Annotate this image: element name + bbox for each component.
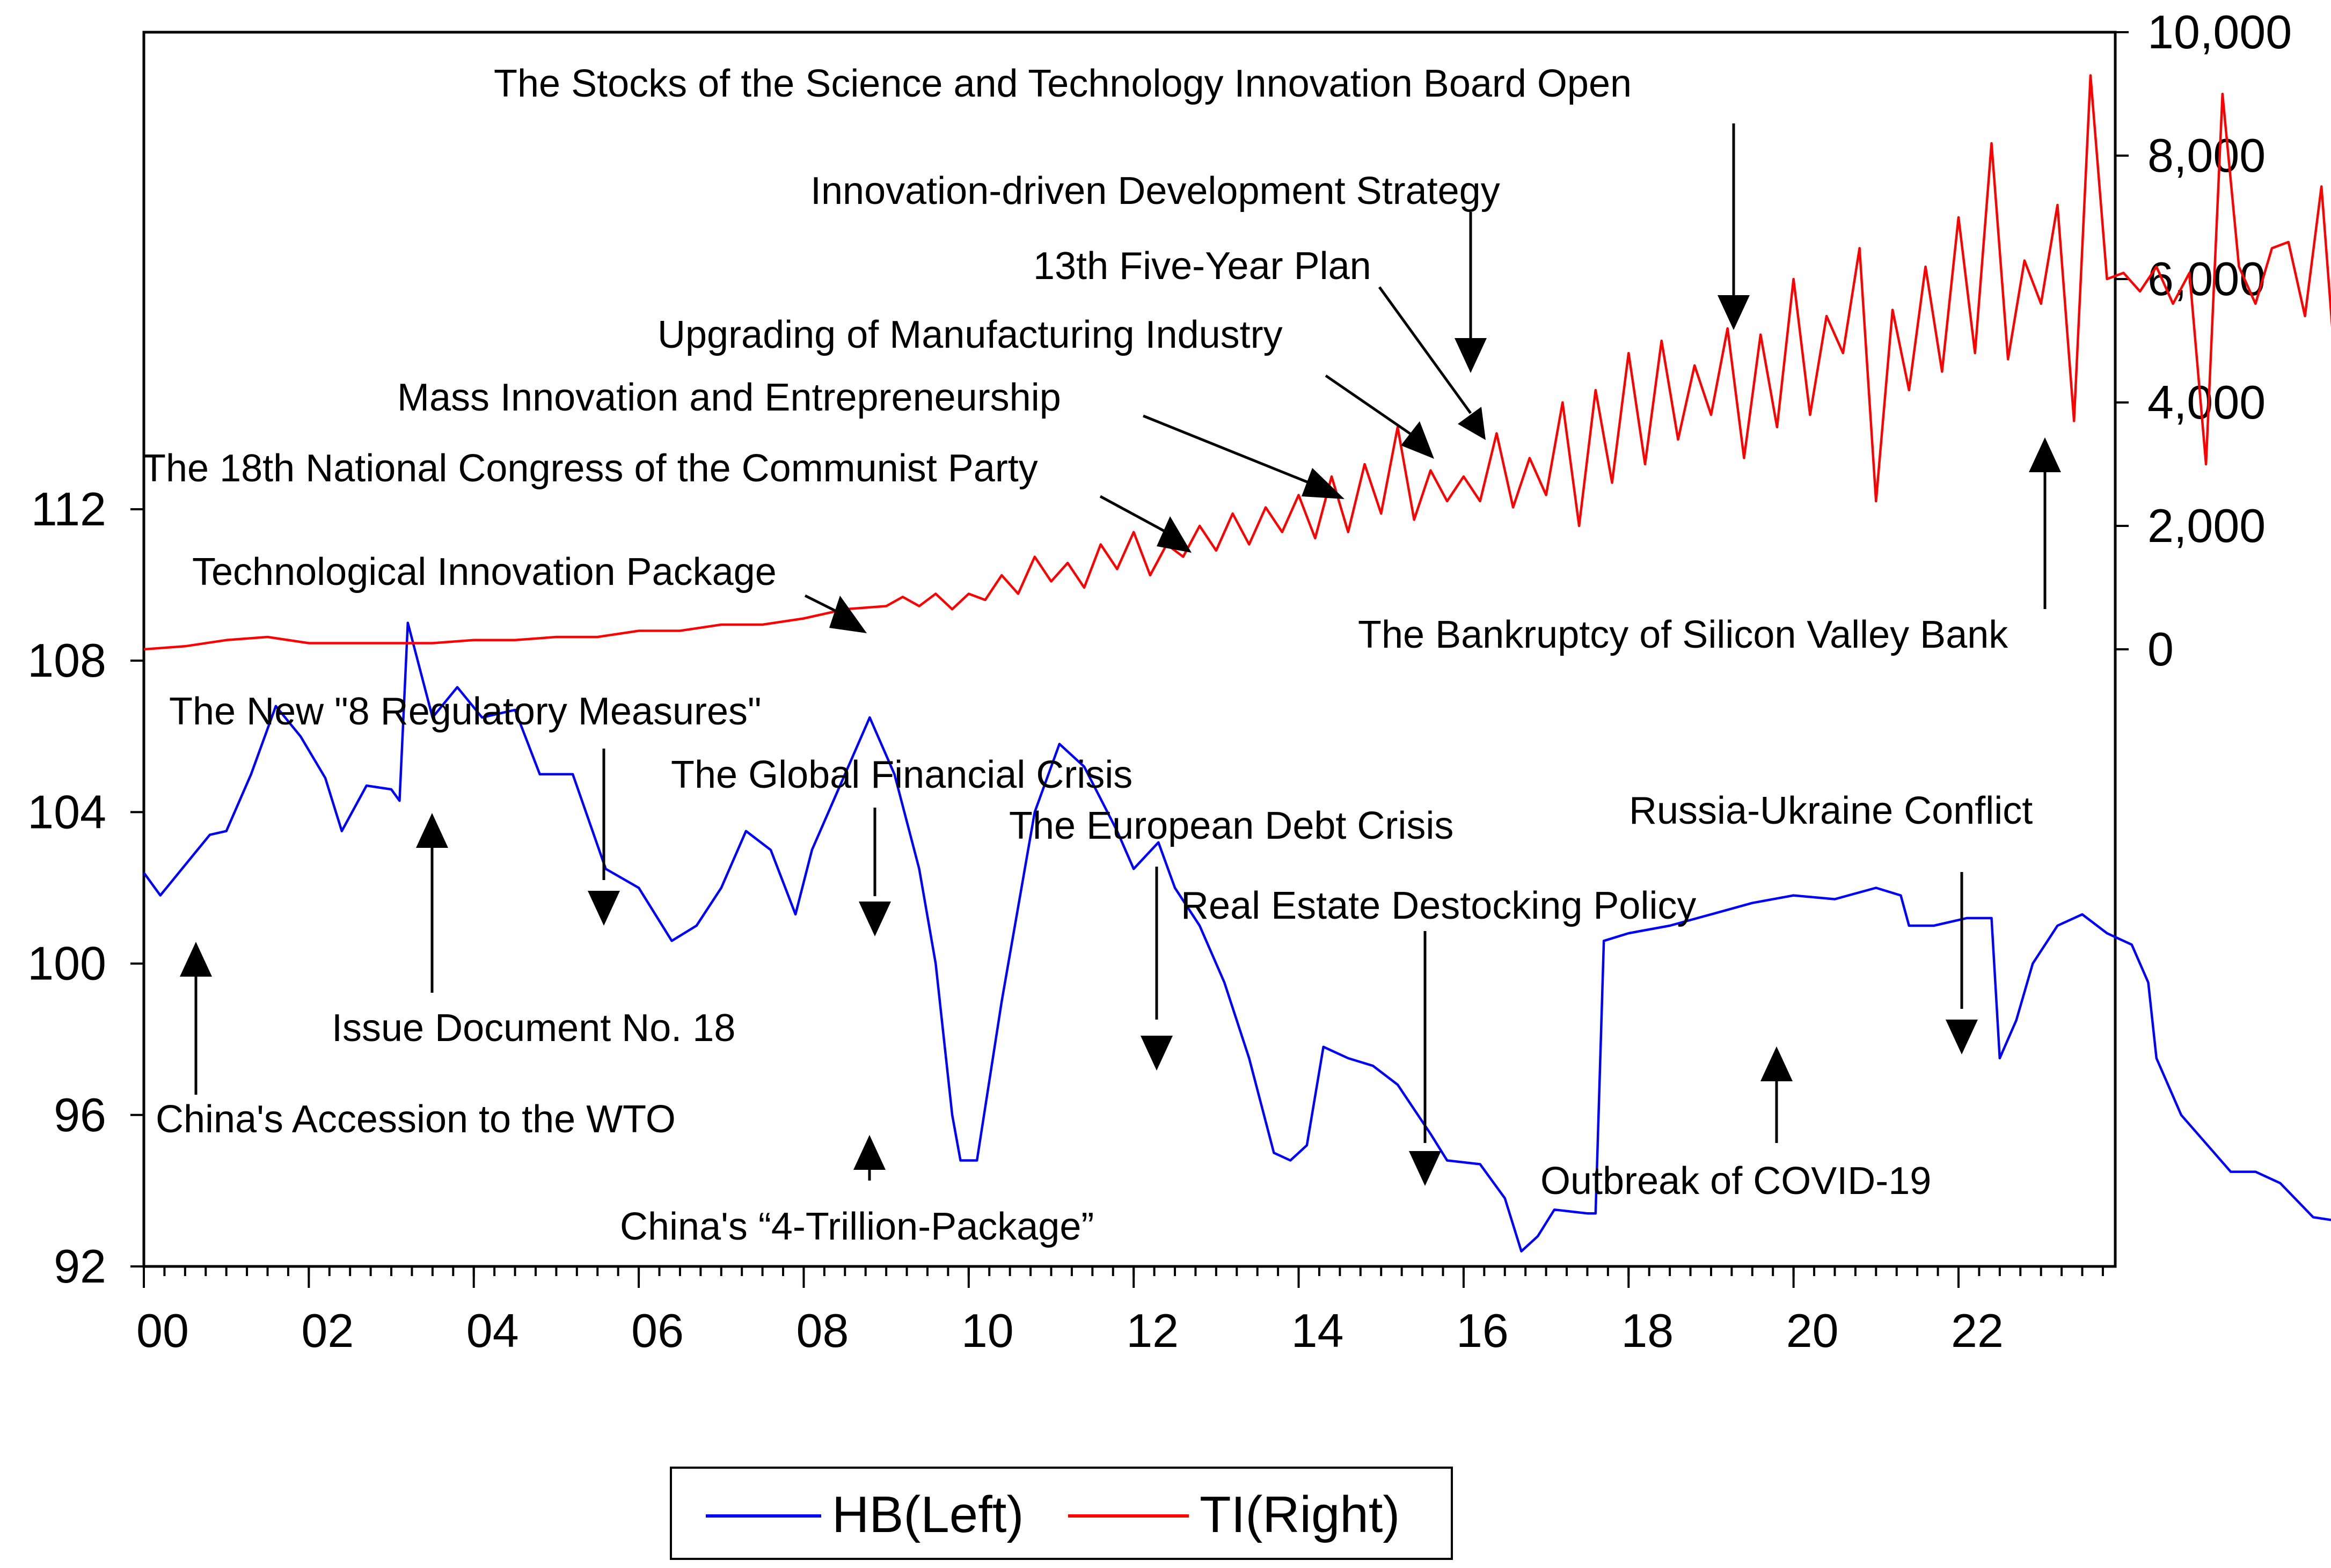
x-tick-label: 00 bbox=[136, 1304, 189, 1357]
annot-tech-package: Technological Innovation Package bbox=[192, 551, 777, 594]
arrowhead-gfc bbox=[859, 902, 891, 936]
series-line-ti bbox=[143, 74, 2331, 651]
y-right-tick-label: 10,000 bbox=[2147, 5, 2292, 58]
arrowhead-destocking bbox=[1409, 1151, 1441, 1186]
series-line-hb bbox=[143, 621, 2331, 1253]
arrowhead-svb bbox=[2029, 437, 2061, 472]
annot-manufacturing: Upgrading of Manufacturing Industry bbox=[657, 313, 1283, 356]
annot-innovation-driven: Innovation-driven Development Strategy bbox=[810, 170, 1500, 213]
y-right-tick-label: 2,000 bbox=[2147, 499, 2266, 552]
x-tick-label: 08 bbox=[797, 1304, 849, 1357]
arrowhead-manufacturing bbox=[1401, 421, 1434, 459]
y-left-tick-label: 92 bbox=[54, 1240, 106, 1293]
x-tick-label: 06 bbox=[631, 1304, 684, 1357]
annotation-arrows bbox=[194, 123, 2047, 1181]
annot-13th-plan: 13th Five-Year Plan bbox=[1033, 245, 1371, 288]
arrow-tech-package bbox=[804, 594, 838, 613]
y-left-tick-label: 96 bbox=[54, 1088, 106, 1141]
y-left-tick-label: 112 bbox=[31, 482, 106, 536]
legend: HB(Left) TI(Right) bbox=[670, 1467, 1453, 1560]
x-tick-label: 20 bbox=[1786, 1304, 1839, 1357]
x-axis: 00 02 04 06 08 10 12 14 16 18 20 22 bbox=[136, 1266, 2104, 1357]
annot-18th-congress: The 18th National Congress of the Commun… bbox=[142, 447, 1038, 490]
arrowhead-russia-ukraine bbox=[1946, 1020, 1978, 1054]
y-right-tick-label: 8,000 bbox=[2147, 129, 2266, 182]
arrowhead-wto bbox=[180, 942, 212, 977]
arrowhead-mass-innovation bbox=[1302, 468, 1344, 499]
x-tick-label: 12 bbox=[1126, 1304, 1179, 1357]
arrow-13th-plan bbox=[1378, 286, 1472, 414]
x-tick-label: 22 bbox=[1951, 1304, 2004, 1357]
legend-box bbox=[670, 1467, 1453, 1560]
annot-covid: Outbreak of COVID-19 bbox=[1540, 1160, 1931, 1203]
arrow-manufacturing bbox=[1325, 374, 1413, 436]
arrowhead-covid bbox=[1760, 1046, 1793, 1081]
arrowhead-euro-crisis bbox=[1141, 1036, 1173, 1071]
arrowhead-star-market bbox=[1718, 295, 1750, 330]
annot-gfc: The Global Financial Crisis bbox=[671, 753, 1132, 796]
y-axis-left: 92 96 100 104 108 112 bbox=[27, 482, 144, 1293]
x-tick-label: 16 bbox=[1456, 1304, 1509, 1357]
annot-4-trillion: China's “4-Trillion-Package” bbox=[620, 1205, 1094, 1248]
annotations: The Stocks of the Science and Technology… bbox=[142, 62, 2033, 1248]
y-right-tick-label: 4,000 bbox=[2147, 376, 2266, 429]
x-tick-label: 18 bbox=[1621, 1304, 1674, 1357]
arrowhead-tech-package bbox=[829, 596, 867, 633]
annotation-arrowheads bbox=[180, 295, 2061, 1186]
arrowhead-innovation-driven bbox=[1455, 338, 1487, 373]
y-left-tick-label: 104 bbox=[27, 785, 106, 838]
x-tick-label: 02 bbox=[301, 1304, 354, 1357]
y-left-tick-label: 108 bbox=[27, 634, 106, 687]
annot-star-market: The Stocks of the Science and Technology… bbox=[494, 62, 1632, 105]
x-tick-label: 14 bbox=[1291, 1304, 1344, 1357]
y-axis-right: 0 2,000 4,000 6,000 8,000 10,000 bbox=[2115, 5, 2292, 676]
annot-8-measures: The New "8 Regulatory Measures" bbox=[169, 690, 762, 733]
arrowhead-doc18 bbox=[416, 813, 448, 848]
annot-euro-crisis: The European Debt Crisis bbox=[1009, 804, 1453, 847]
legend-label-ti: TI(Right) bbox=[1200, 1486, 1400, 1543]
x-tick-label: 10 bbox=[961, 1304, 1014, 1357]
y-left-tick-label: 100 bbox=[27, 937, 106, 990]
arrow-18th-congress bbox=[1099, 495, 1166, 533]
annot-svb: The Bankruptcy of Silicon Valley Bank bbox=[1358, 613, 2008, 656]
arrowhead-8-measures bbox=[588, 891, 620, 926]
annot-wto: China's Accession to the WTO bbox=[156, 1098, 676, 1141]
y-right-tick-label: 0 bbox=[2147, 622, 2174, 676]
annot-doc18: Issue Document No. 18 bbox=[332, 1007, 735, 1050]
arrowhead-18th-congress bbox=[1157, 516, 1192, 553]
arrowhead-4-trillion bbox=[853, 1135, 886, 1170]
x-tick-label: 04 bbox=[466, 1304, 519, 1357]
annot-destocking: Real Estate Destocking Policy bbox=[1181, 884, 1696, 927]
y-right-tick-label: 6,000 bbox=[2147, 252, 2266, 305]
annot-mass-innovation: Mass Innovation and Entrepreneurship bbox=[397, 376, 1061, 419]
arrowhead-13th-plan bbox=[1458, 407, 1486, 440]
legend-label-hb: HB(Left) bbox=[832, 1486, 1024, 1543]
annot-russia-ukraine: Russia-Ukraine Conflict bbox=[1629, 789, 2033, 832]
arrow-mass-innovation bbox=[1143, 414, 1310, 485]
